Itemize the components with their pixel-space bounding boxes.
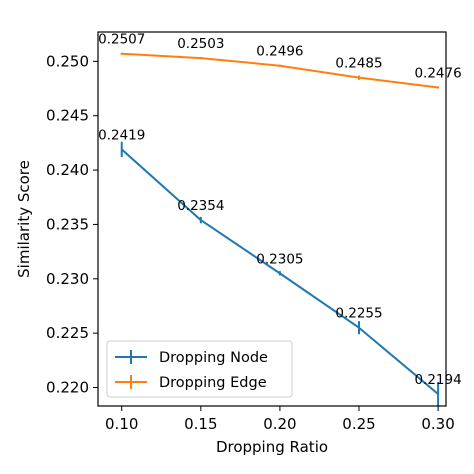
- y-tick-label: 0.235: [46, 215, 89, 233]
- data-label: 0.2354: [177, 198, 224, 214]
- legend: Dropping Node Dropping Edge: [106, 340, 293, 398]
- data-label: 0.2485: [335, 56, 382, 72]
- data-label: 0.2194: [414, 372, 461, 388]
- legend-label: Dropping Edge: [159, 375, 267, 391]
- legend-label: Dropping Node: [159, 350, 268, 366]
- y-tick-label: 0.245: [46, 107, 89, 125]
- x-tick-label: 0.15: [184, 415, 217, 433]
- y-tick-label: 0.250: [46, 52, 89, 70]
- plot-frame: [97, 31, 447, 407]
- data-label: 0.2305: [256, 251, 303, 267]
- x-tick-label: 0.20: [263, 415, 296, 433]
- series-dropping-node: 0.2419 0.2354 0.2305 0.2255 0.2194: [98, 127, 462, 406]
- y-axis: 0.220 0.225 0.230 0.235 0.240 0.245 0.250: [46, 52, 98, 397]
- data-label: 0.2496: [256, 44, 303, 60]
- data-label: 0.2507: [98, 32, 145, 48]
- y-tick-label: 0.225: [46, 324, 89, 342]
- data-label: 0.2503: [177, 36, 224, 52]
- y-axis-label: Similarity Score: [15, 160, 33, 278]
- x-tick-label: 0.25: [342, 415, 375, 433]
- data-label: 0.2476: [414, 65, 461, 81]
- data-label: 0.2255: [335, 306, 382, 322]
- legend-box: [106, 340, 293, 398]
- y-tick-label: 0.240: [46, 161, 89, 179]
- x-tick-label: 0.10: [105, 415, 138, 433]
- y-tick-label: 0.220: [46, 379, 89, 397]
- y-tick-label: 0.230: [46, 270, 89, 288]
- x-tick-label: 0.30: [421, 415, 454, 433]
- x-axis: 0.10 0.15 0.20 0.25 0.30: [105, 406, 455, 433]
- series-dropping-edge: 0.2507 0.2503 0.2496 0.2485 0.2476: [98, 32, 462, 89]
- data-label: 0.2419: [98, 127, 145, 143]
- x-axis-label: Dropping Ratio: [216, 438, 328, 456]
